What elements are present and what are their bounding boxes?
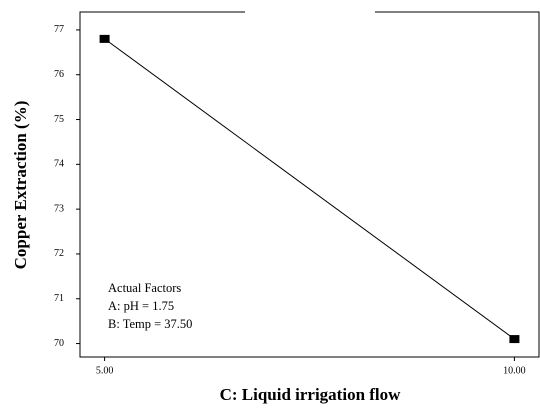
y-tick-label: 77	[54, 24, 64, 35]
y-axis-label: Copper Extraction (%)	[11, 101, 30, 270]
data-point	[509, 335, 520, 344]
data-line	[104, 38, 515, 340]
data-point	[99, 34, 110, 43]
y-tick-label: 72	[54, 248, 64, 259]
y-tick-label: 70	[54, 338, 64, 349]
y-tick-label: 71	[54, 293, 64, 304]
y-tick-label: 74	[54, 159, 64, 170]
y-tick-label: 73	[54, 203, 64, 214]
x-axis-label: C: Liquid irrigation flow	[220, 385, 402, 404]
x-tick-label: 10.00	[503, 365, 526, 376]
y-tick-label: 76	[54, 69, 64, 80]
x-tick-label: 5.00	[96, 365, 114, 376]
annotation: A: pH = 1.75	[108, 299, 174, 313]
y-tick-label: 75	[54, 114, 64, 125]
annotation: B: Temp = 37.50	[108, 317, 192, 331]
annotation: Actual Factors	[108, 281, 181, 295]
